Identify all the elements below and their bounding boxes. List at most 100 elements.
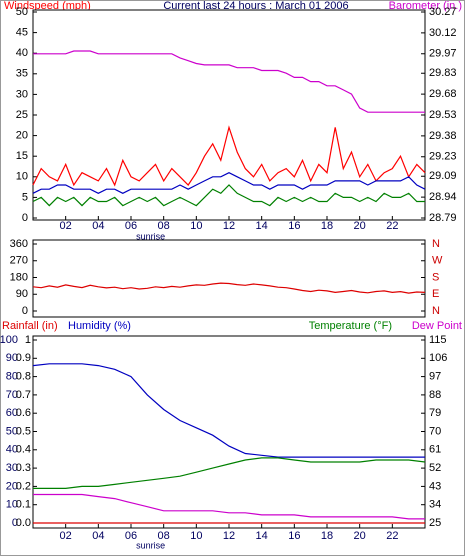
series-line [33,457,426,489]
y2-tick-label: 29.09 [429,170,457,182]
yh-tick-label: 90 [6,352,18,364]
x-tick-label: 10 [190,530,202,542]
y-tick-label: 5 [22,191,28,203]
x-tick-label: 04 [92,220,104,232]
y-tick-label: 15 [16,150,28,162]
y-tick-label: 0.5 [16,425,31,437]
y2-tick-label: 30.27 [429,6,457,18]
y-tick-label: 0.1 [16,499,31,511]
x-tick-label: 12 [223,530,235,542]
plot-frame [32,239,426,318]
x-tick-label: 22 [386,220,398,232]
yh-tick-label: 0 [12,517,18,529]
series-line [32,363,425,458]
x-tick-label: 16 [288,220,300,232]
x-tick-label: 14 [256,220,268,232]
y-tick-label: 30 [16,88,28,100]
sunrise-label: sunrise [136,231,165,241]
x-tick-label: 22 [386,530,398,542]
series-line [32,125,426,187]
y2-tick-label: 97 [429,371,441,383]
y-tick-label: 35 [16,68,28,80]
y-tick-label: 0.6 [16,407,31,419]
yh-tick-label: 40 [6,444,18,456]
series-line [32,172,426,194]
yh-tick-label: 30 [6,462,18,474]
y2-tick-label: 29.53 [429,109,457,121]
y2-tick-label: 34 [429,499,441,511]
y-tick-label: 20 [16,130,28,142]
yh-tick-label: 20 [6,480,18,492]
y2-tick-label: 88 [429,389,441,401]
series-line [33,50,425,113]
y-tick-label: 0.3 [16,462,31,474]
y-tick-label: 40 [16,47,28,59]
y-tick-label: 0.2 [16,480,31,492]
x-tick-label: 08 [158,220,170,232]
yh-tick-label: 70 [6,389,18,401]
y-tick-label: 0.7 [16,389,31,401]
y2-tick-label: 29.38 [429,130,457,142]
rainfall-label: Rainfall (in) [2,320,58,332]
y-tick-label: 45 [16,27,28,39]
y-tick-label: 0 [22,305,28,317]
dew-point-label: Dew Point [412,320,462,332]
y-tick-label: 25 [16,109,28,121]
chart-title: Current last 24 hours : March 01 2006 [163,0,348,12]
x-tick-label: 06 [125,220,137,232]
y2-tick-label: 52 [429,462,441,474]
barometer-label: Barometer (in.) [389,0,462,12]
y-tick-label: 0 [22,212,28,224]
x-tick-label: 12 [223,220,235,232]
y-tick-label: 180 [10,271,28,283]
yh-tick-label: 60 [6,407,18,419]
y2-tick-label: N [432,305,440,317]
temperature-label: Temperature (°F) [309,320,392,332]
series-line [32,184,425,207]
series-line [32,282,426,294]
y2-tick-label: S [432,271,439,283]
y-tick-label: 0.0 [16,517,31,529]
sunrise-label: sunrise [136,540,165,550]
plot-frame [32,9,426,221]
yh-tick-label: 50 [6,425,18,437]
y-tick-label: 90 [16,288,28,300]
x-tick-label: 20 [354,530,366,542]
y-tick-label: 1 [25,334,31,346]
y-tick-label: 50 [16,6,28,18]
y2-tick-label: 29.68 [429,88,457,100]
y2-tick-label: 29.23 [429,151,457,163]
x-tick-label: 08 [158,530,170,542]
y2-tick-label: 30.12 [429,27,457,39]
x-tick-label: 02 [60,530,72,542]
y-tick-label: 360 [10,238,28,250]
y2-tick-label: 29.97 [429,48,457,60]
y2-tick-label: N [432,238,440,250]
humidity-label: Humidity (%) [68,320,131,332]
y2-tick-label: 28.79 [429,212,457,224]
series-line [33,493,425,520]
y-tick-label: 10 [16,171,28,183]
y-tick-label: 0.9 [16,352,31,364]
y2-tick-label: 61 [429,444,441,456]
y2-tick-label: 70 [429,425,441,437]
x-tick-label: 18 [321,220,333,232]
y2-tick-label: 106 [429,352,447,364]
y-tick-label: 0.8 [16,371,31,383]
x-tick-label: 02 [60,220,72,232]
y2-tick-label: 28.94 [429,191,457,203]
y2-tick-label: 43 [429,480,441,492]
x-tick-label: 18 [321,530,333,542]
y2-tick-label: 29.83 [429,67,457,79]
yh-tick-label: 10 [6,499,18,511]
y2-tick-label: 25 [429,517,441,529]
y2-tick-label: 79 [429,407,441,419]
x-tick-label: 20 [354,220,366,232]
yh-tick-label: 80 [6,371,18,383]
y2-tick-label: E [432,288,439,300]
x-tick-label: 16 [288,530,300,542]
windspeed-label: Windspeed (mph) [4,0,91,12]
x-tick-label: 06 [125,530,137,542]
x-tick-label: 04 [92,530,104,542]
